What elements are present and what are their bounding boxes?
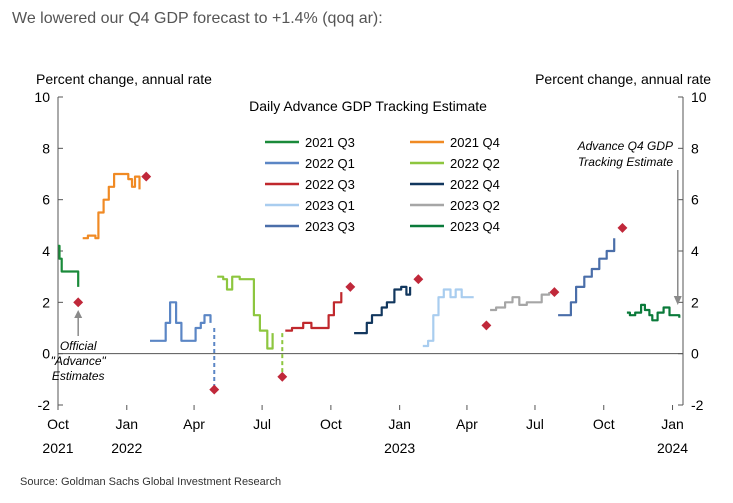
- legend-label: 2022 Q4: [450, 177, 500, 192]
- advance-estimate-marker: [141, 171, 152, 182]
- left-y-axis-label: Percent change, annual rate: [36, 71, 212, 87]
- x-tick-label: Jan: [115, 416, 138, 432]
- x-year-label: 2022: [111, 440, 142, 456]
- advance-estimate-marker: [413, 274, 424, 285]
- legend-label: 2023 Q1: [305, 198, 355, 213]
- legend-label: 2023 Q4: [450, 219, 500, 234]
- x-year-label: 2024: [657, 440, 688, 456]
- left-y-tick-label: 6: [42, 192, 50, 208]
- series-line: [626, 303, 681, 322]
- series-line: [58, 244, 80, 287]
- x-tick-label: Apr: [183, 416, 205, 432]
- series-line: [422, 288, 474, 348]
- advance-estimate-marker: [209, 384, 220, 395]
- series-line: [150, 301, 212, 342]
- left-y-tick-label: 2: [42, 294, 50, 310]
- official-annotation-text: "Advance": [51, 354, 107, 368]
- legend-label: 2022 Q3: [305, 177, 355, 192]
- official-annotation-text: Estimates: [52, 369, 105, 383]
- advance-estimate-marker: [481, 320, 492, 331]
- source-note: Source: Goldman Sachs Global Investment …: [20, 476, 282, 488]
- legend-label: 2021 Q4: [450, 135, 500, 150]
- advance-estimate-marker: [277, 371, 288, 382]
- q4-annotation-text: Tracking Estimate: [578, 155, 673, 169]
- right-y-axis-label: Percent change, annual rate: [535, 71, 711, 87]
- right-y-tick-label: 0: [691, 346, 699, 362]
- left-y-tick-label: -2: [38, 397, 51, 413]
- right-y-tick-label: 10: [691, 89, 707, 105]
- x-tick-label: Oct: [593, 416, 615, 432]
- headline: We lowered our Q4 GDP forecast to +1.4% …: [12, 10, 383, 27]
- series-line: [285, 292, 343, 332]
- official-annotation-text: Official: [60, 339, 97, 353]
- left-y-tick-label: 0: [42, 346, 50, 362]
- legend-label: 2022 Q2: [450, 156, 500, 171]
- series-line: [558, 238, 616, 317]
- left-y-tick-label: 4: [42, 243, 50, 259]
- right-y-tick-label: 2: [691, 294, 699, 310]
- series-line: [354, 285, 412, 335]
- x-tick-label: Jan: [661, 416, 684, 432]
- advance-estimate-marker: [345, 281, 356, 292]
- right-y-tick-label: 8: [691, 140, 699, 156]
- advance-estimate-marker: [549, 287, 560, 298]
- right-y-tick-label: -2: [691, 397, 704, 413]
- legend-label: 2023 Q3: [305, 219, 355, 234]
- x-tick-label: Jul: [526, 416, 544, 432]
- chart-title: Daily Advance GDP Tracking Estimate: [249, 98, 487, 114]
- legend-label: 2023 Q2: [450, 198, 500, 213]
- series-line: [217, 275, 274, 350]
- legend-label: 2022 Q1: [305, 156, 355, 171]
- x-tick-label: Jan: [388, 416, 411, 432]
- official-arrow-head: [74, 310, 83, 318]
- x-year-label: 2021: [42, 440, 73, 456]
- advance-estimate-marker: [617, 222, 628, 233]
- x-year-label: 2023: [384, 440, 415, 456]
- x-tick-label: Oct: [320, 416, 342, 432]
- x-tick-label: Oct: [47, 416, 69, 432]
- advance-estimate-marker: [73, 297, 84, 308]
- legend-label: 2021 Q3: [305, 135, 355, 150]
- x-tick-label: Apr: [456, 416, 478, 432]
- right-y-tick-label: 4: [691, 243, 699, 259]
- x-tick-label: Jul: [253, 416, 271, 432]
- left-y-tick-label: 8: [42, 140, 50, 156]
- q4-annotation-text: Advance Q4 GDP: [577, 139, 673, 153]
- left-y-tick-label: 10: [34, 89, 50, 105]
- right-y-tick-label: 6: [691, 192, 699, 208]
- series-line: [490, 292, 551, 312]
- q4-arrow-head: [673, 296, 682, 305]
- series-line: [82, 172, 141, 240]
